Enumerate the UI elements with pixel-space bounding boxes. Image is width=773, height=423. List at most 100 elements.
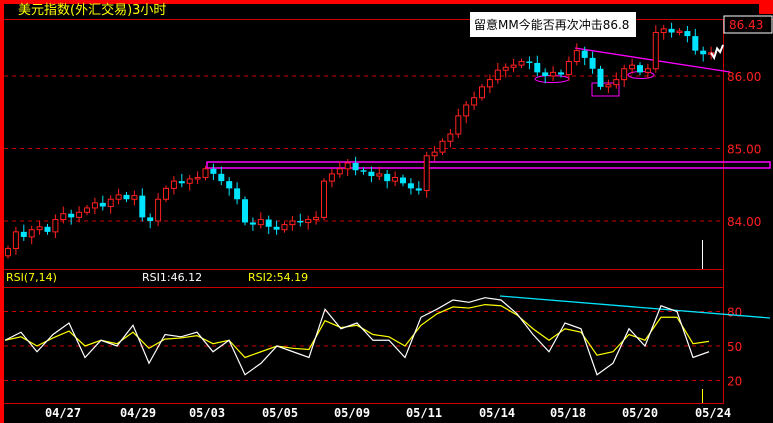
candle-body	[558, 72, 564, 75]
candle	[265, 215, 272, 235]
candle-body	[392, 177, 399, 182]
candle	[400, 174, 406, 187]
candle	[99, 195, 106, 211]
candle	[163, 185, 169, 203]
candle	[652, 25, 659, 73]
candle	[60, 206, 67, 224]
candle-body	[431, 151, 438, 157]
candle-body	[52, 219, 59, 233]
candle	[28, 225, 35, 245]
candle	[147, 213, 154, 229]
candle-body	[573, 50, 580, 62]
candle	[376, 166, 383, 181]
rsi-line-rsi1	[4, 297, 710, 376]
candle-body	[518, 61, 525, 66]
x-tick-label: 05/20	[622, 406, 658, 420]
candle	[447, 128, 454, 148]
candle-body	[5, 248, 11, 257]
candle	[194, 171, 201, 185]
candle-body	[60, 213, 67, 221]
candle-body	[684, 31, 691, 37]
candle	[621, 64, 628, 87]
candle	[637, 62, 643, 76]
candle-body	[44, 226, 51, 232]
candle-body	[163, 187, 169, 200]
candle	[471, 91, 478, 111]
candle	[202, 165, 209, 181]
candle	[155, 193, 162, 227]
candle	[257, 212, 264, 229]
candle	[91, 197, 98, 215]
candle	[186, 174, 193, 191]
candle-body	[384, 173, 391, 182]
candle-body	[494, 69, 501, 81]
candle	[313, 211, 320, 225]
x-tick-label: 05/09	[334, 406, 370, 420]
candle	[289, 215, 296, 231]
candle-body	[613, 79, 620, 86]
candle-body	[407, 183, 414, 189]
candle	[479, 83, 485, 101]
candle-body	[376, 173, 383, 177]
candle	[573, 43, 580, 66]
candle-body	[178, 181, 185, 184]
candle	[344, 159, 351, 177]
candle	[360, 167, 367, 175]
candle-body	[368, 171, 375, 177]
candle-body	[107, 198, 114, 207]
candle-body	[210, 168, 217, 174]
candle	[242, 196, 248, 226]
price-tick-label: 85.00	[727, 143, 761, 157]
candle-body	[242, 199, 248, 223]
candle-body	[463, 104, 470, 117]
candle-body	[226, 181, 233, 189]
candle-body	[321, 180, 327, 218]
current-price-label: 86.43	[729, 18, 763, 32]
candle-body	[68, 213, 75, 218]
candle	[526, 56, 533, 70]
x-tick-label: 05/18	[550, 406, 586, 420]
candle-body	[147, 217, 154, 221]
candle-body	[99, 202, 106, 207]
annotation-text: 留意MM今能否再次冲击86.8	[474, 17, 629, 32]
candle-body	[289, 220, 296, 226]
candle	[597, 65, 604, 90]
candle-body	[281, 224, 288, 231]
resistance-band-box	[206, 161, 771, 169]
candle-body	[479, 86, 485, 99]
candle	[668, 22, 675, 38]
candle-body	[194, 177, 201, 180]
candle	[676, 28, 683, 36]
candle	[431, 145, 438, 161]
rsi-tick-label: 20	[727, 375, 742, 389]
candle	[336, 161, 343, 178]
candle-body	[305, 219, 312, 223]
candle	[123, 192, 130, 203]
candle-body	[415, 188, 422, 191]
candle	[423, 151, 430, 198]
candle	[581, 46, 588, 66]
candle	[328, 168, 335, 188]
rsi2-value: RSI2:54.19	[248, 271, 308, 284]
candle-body	[605, 84, 612, 88]
candle	[68, 209, 75, 225]
candle-body	[510, 64, 517, 68]
rsi-tick-label: 80	[727, 306, 742, 320]
x-tick-label: 05/24	[695, 406, 731, 420]
candle	[613, 72, 620, 89]
candle	[297, 213, 304, 227]
candle	[226, 177, 233, 196]
descending-trendline	[574, 47, 731, 73]
price-tick-label: 86.00	[727, 70, 761, 84]
candle-body	[668, 28, 675, 33]
candle-body	[297, 221, 304, 223]
candle	[565, 56, 572, 81]
candle-body	[115, 194, 122, 200]
x-tick-label: 04/27	[45, 406, 81, 420]
candle	[52, 214, 59, 239]
candle	[455, 108, 462, 138]
candle	[415, 181, 422, 195]
x-tick-label: 05/03	[189, 406, 225, 420]
current-price-box	[723, 15, 773, 34]
candle-body	[589, 57, 596, 69]
